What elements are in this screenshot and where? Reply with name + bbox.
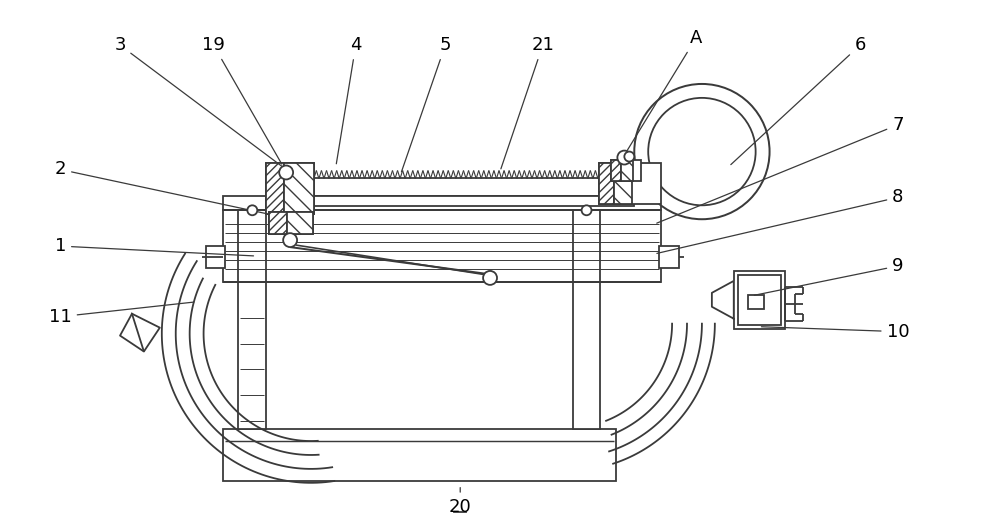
Bar [599,162,661,204]
Text: 5: 5 [401,36,451,172]
Bar [284,162,314,214]
Text: 11: 11 [49,302,194,326]
Circle shape [634,84,770,219]
Text: 20: 20 [449,488,472,516]
Bar [266,196,634,206]
Bar [748,295,764,309]
Bar [734,271,785,329]
Bar [266,179,634,196]
Circle shape [582,205,592,215]
Bar [266,162,314,214]
Circle shape [483,271,497,285]
Bar [621,159,633,181]
Text: 8: 8 [657,188,904,254]
Circle shape [648,98,756,205]
Text: 4: 4 [336,36,362,164]
Text: 19: 19 [202,36,282,164]
Bar [614,162,632,204]
Bar [599,162,614,204]
Circle shape [624,151,634,161]
Bar [287,212,313,234]
Text: 3: 3 [114,36,284,168]
Text: A: A [619,29,702,164]
Bar [238,282,266,429]
Text: 2: 2 [55,160,267,214]
Bar [223,196,661,210]
Bar [738,275,781,325]
Circle shape [279,166,293,179]
Circle shape [283,233,297,247]
Bar [223,210,661,282]
Text: 1: 1 [55,237,254,256]
Circle shape [617,150,631,165]
Bar [611,159,641,181]
Text: 10: 10 [761,323,909,341]
Polygon shape [120,314,160,352]
Polygon shape [712,281,734,319]
Bar [269,212,287,234]
Bar [206,246,225,268]
Bar [266,162,284,214]
Text: 21: 21 [501,36,554,169]
Text: 6: 6 [731,36,866,165]
Bar [223,429,616,481]
Text: 9: 9 [754,257,904,295]
Bar [269,212,313,234]
Circle shape [247,205,257,215]
Bar [659,246,679,268]
Bar [573,282,600,429]
Bar [611,159,621,181]
Text: 7: 7 [657,116,904,223]
